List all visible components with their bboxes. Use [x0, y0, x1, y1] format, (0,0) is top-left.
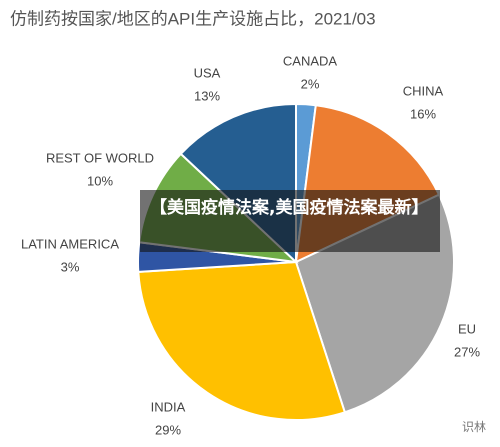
slice-label: EU — [458, 321, 476, 336]
slice-label: INDIA — [151, 399, 186, 414]
slice-value-label: 10% — [87, 173, 113, 188]
slice-label: REST OF WORLD — [46, 150, 154, 165]
slice-value-label: 16% — [410, 106, 436, 121]
slice-value-label: 29% — [155, 422, 181, 437]
slice-value-label: 3% — [61, 259, 80, 274]
slice-value-label: 27% — [454, 344, 480, 359]
chart-title: 仿制药按国家/地区的API生产设施占比，2021/03 — [10, 9, 376, 28]
slice-label: USA — [194, 65, 221, 80]
slice-value-label: 13% — [194, 88, 220, 103]
watermark: 识林 — [462, 418, 486, 435]
slice-label: CHINA — [403, 83, 444, 98]
watermark-text: 识林 — [461, 420, 486, 434]
slice-label: CANADA — [283, 53, 338, 68]
banner: 【美国疫情法案,美国疫情法案最新】 — [140, 190, 440, 252]
slice-label: LATIN AMERICA — [21, 236, 119, 251]
slice-value-label: 2% — [301, 76, 320, 91]
pie-slice — [137, 260, 347, 421]
